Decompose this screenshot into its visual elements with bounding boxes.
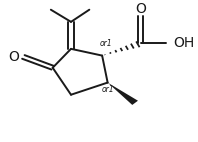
Polygon shape	[108, 83, 138, 105]
Text: or1: or1	[99, 39, 112, 48]
Text: OH: OH	[174, 36, 195, 50]
Text: O: O	[135, 2, 146, 16]
Text: O: O	[8, 50, 19, 64]
Text: or1: or1	[101, 85, 114, 94]
